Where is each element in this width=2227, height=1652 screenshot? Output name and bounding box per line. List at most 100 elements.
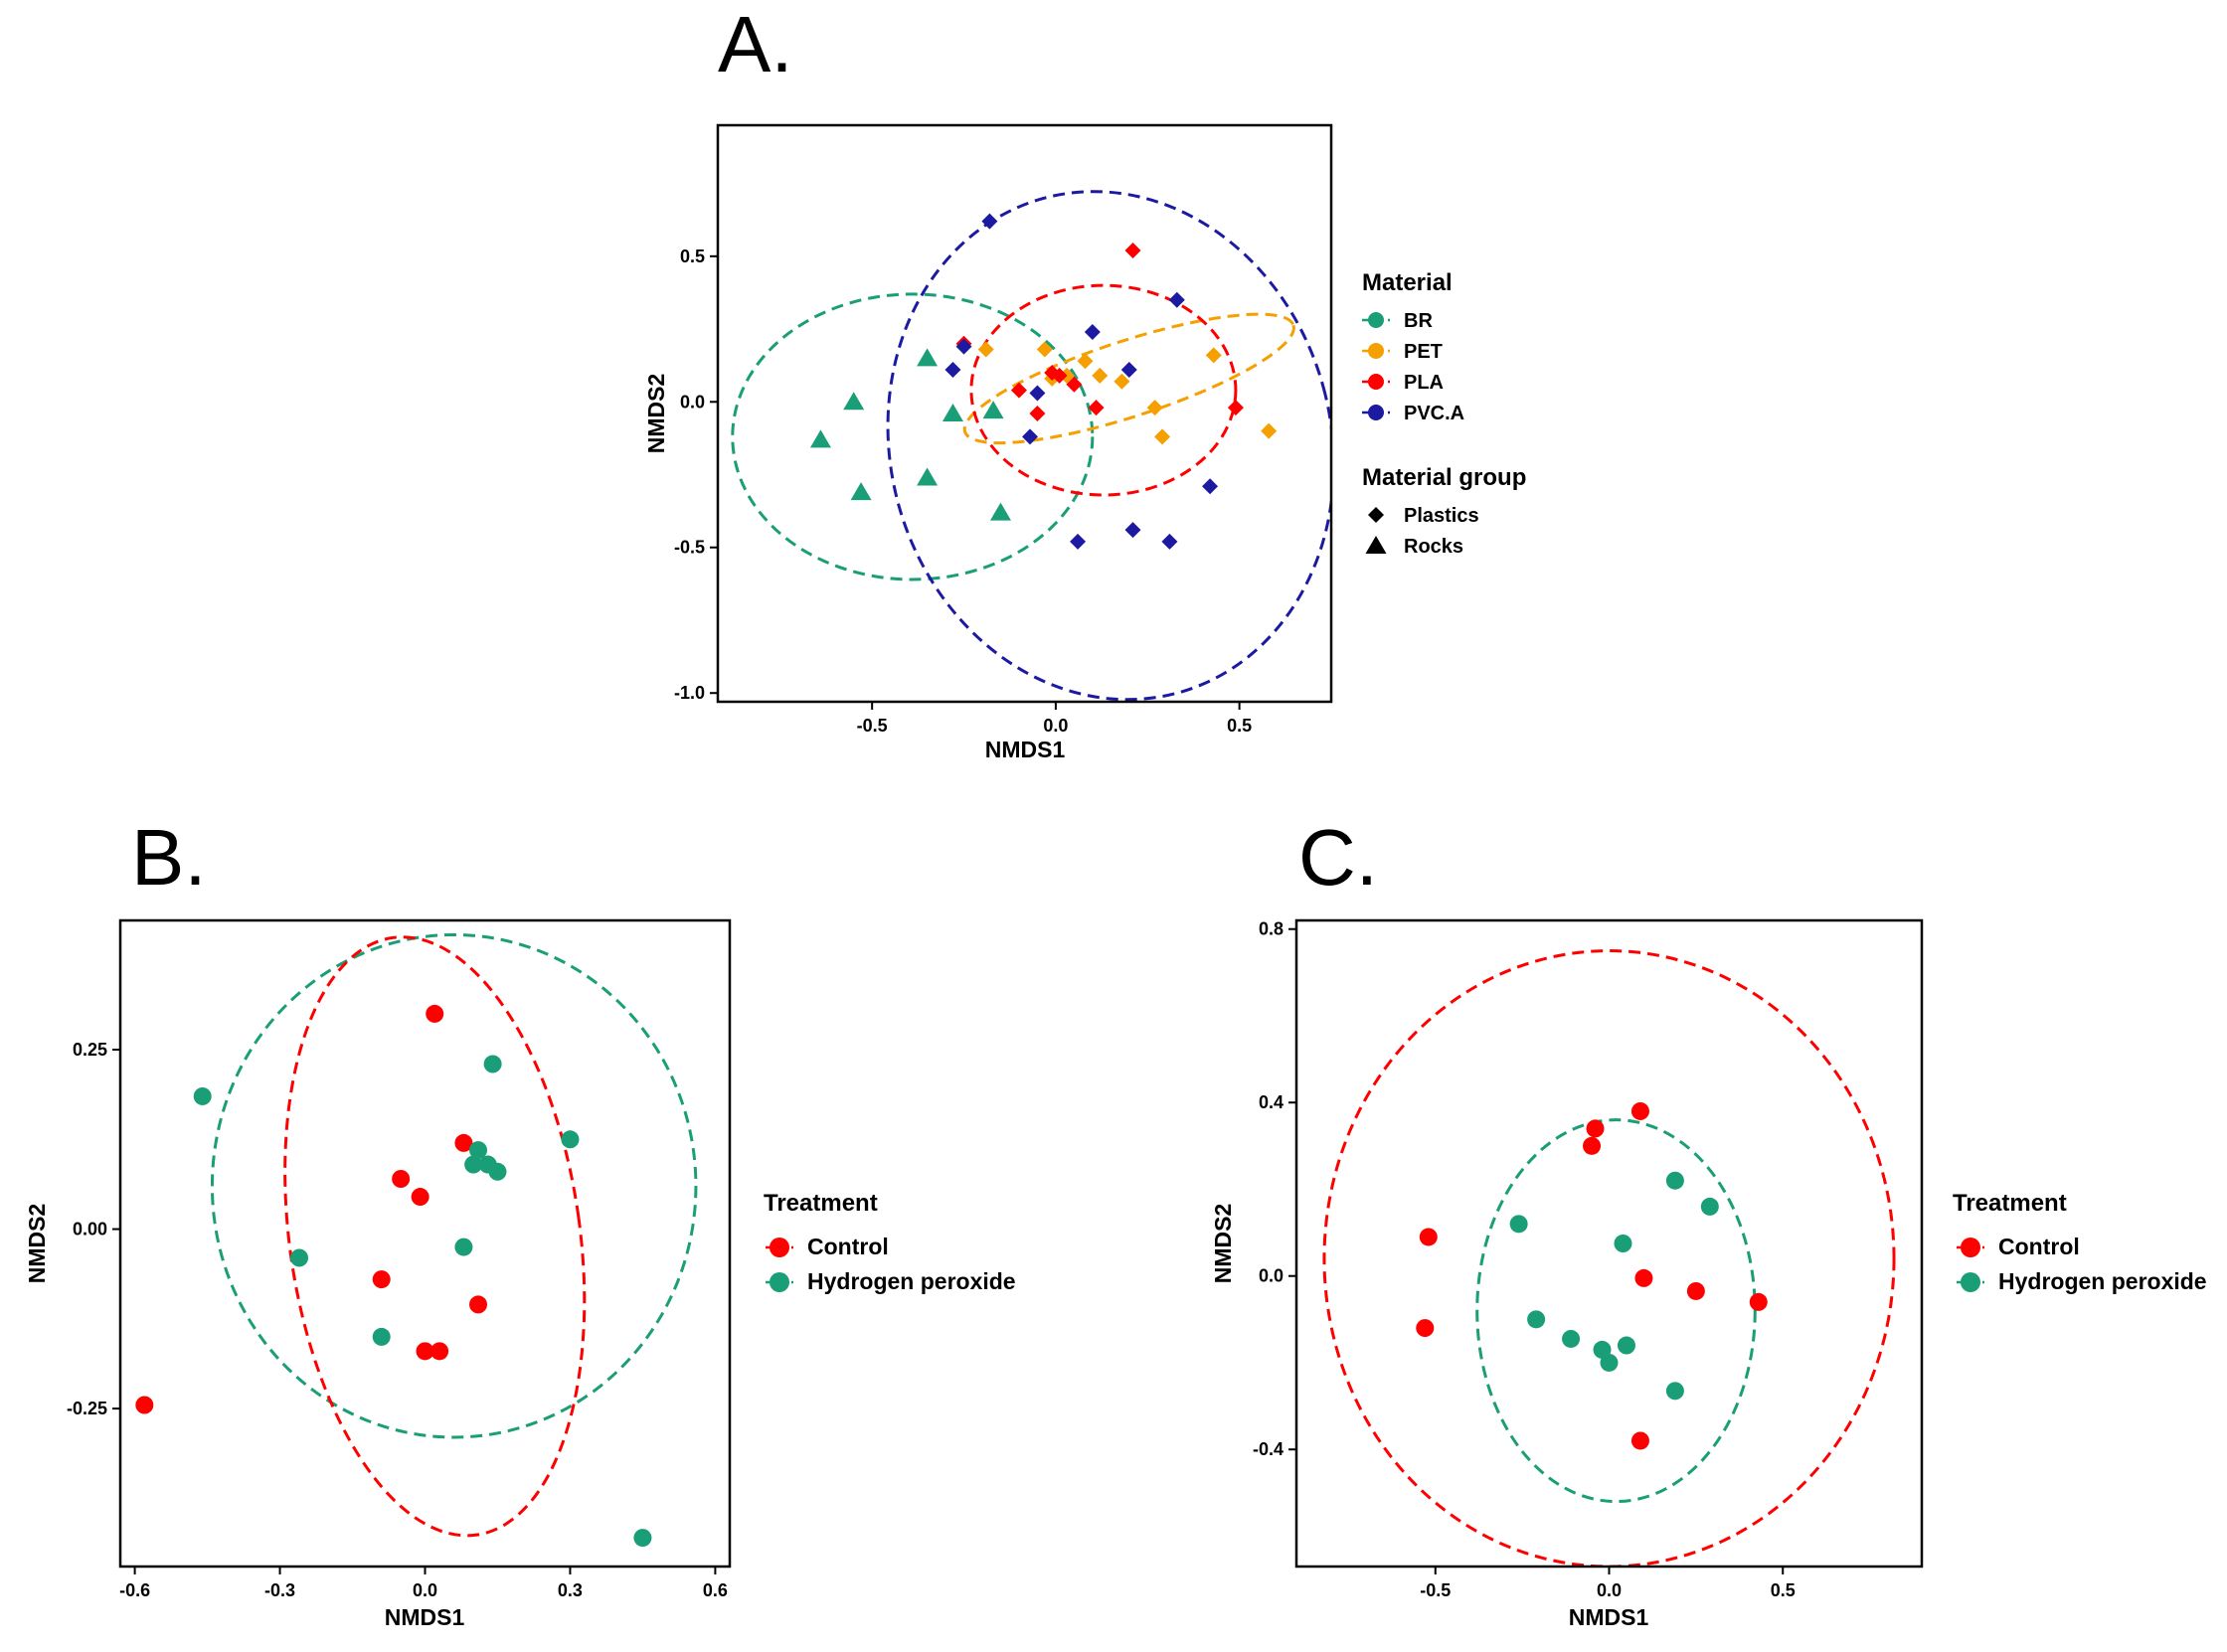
panel-a-x-tick-label: -0.5 — [857, 716, 888, 736]
panel-c-point-hydrogen-peroxide — [1509, 1215, 1528, 1234]
legend-key-br — [1368, 312, 1384, 328]
panel-b-point-hydrogen-peroxide — [193, 1086, 212, 1105]
panel-a-point-pla — [1066, 376, 1083, 393]
panel-c-legend: Treatment Control Hydrogen peroxide — [1953, 1190, 2207, 1294]
panel-c-point-hydrogen-peroxide — [1617, 1336, 1635, 1355]
panel-a-point-pvc-a — [1022, 428, 1039, 445]
panel-a-point-br — [809, 429, 831, 448]
panel-b-x-tick-label: 0.3 — [558, 1580, 583, 1600]
panel-c-point-control — [1634, 1268, 1653, 1287]
panel-a-point-pet — [977, 341, 994, 358]
panel-b-y-tick-label: 0.00 — [73, 1220, 107, 1239]
legend-key-plastics — [1368, 507, 1384, 523]
panel-a-legend: Material BR PET PLA PVC.A Material group Pl… — [1362, 269, 1526, 558]
panel-b-point-hydrogen-peroxide — [561, 1130, 580, 1149]
panel-b-ellipse-hydrogen-peroxide — [210, 932, 698, 1439]
panel-b-point-control — [454, 1133, 473, 1152]
legend-label-control: Control — [1998, 1234, 2080, 1259]
panel-c-point-control — [1630, 1431, 1649, 1450]
panel-c-ellipse-control — [1322, 949, 1896, 1567]
panel-a-point-br — [989, 502, 1011, 521]
panel-b-point-hydrogen-peroxide — [633, 1529, 652, 1548]
panel-a-y-tick-label: 0.5 — [680, 247, 705, 266]
panel-c-point-control — [1583, 1136, 1602, 1155]
panel-c-point-control — [1749, 1292, 1768, 1311]
panel-b-x-tick-label: 0.0 — [413, 1580, 437, 1600]
panel-a-point-pvc-a — [944, 362, 961, 379]
panel-b-point-control — [426, 1004, 444, 1023]
panel-a-point-pvc-a — [1084, 323, 1101, 340]
panel-b-point-hydrogen-peroxide — [488, 1162, 507, 1181]
panel-c-y-tick-label: -0.4 — [1253, 1439, 1284, 1459]
panel-c-point-hydrogen-peroxide — [1562, 1329, 1581, 1348]
panel-b-point-hydrogen-peroxide — [372, 1327, 391, 1346]
legend-label-pvc-a: PVC.A — [1404, 403, 1464, 424]
panel-a-point-pet — [1114, 373, 1130, 390]
panel-b-point-hydrogen-peroxide — [290, 1248, 309, 1267]
panel-a-point-pvc-a — [1168, 291, 1185, 308]
panel-b-point-control — [416, 1342, 434, 1361]
panel-b-point-control — [372, 1270, 391, 1289]
legend-title-material-group: Material group — [1362, 464, 1526, 491]
panel-a-point-pla — [1029, 406, 1046, 421]
panel-c-point-control — [1419, 1228, 1438, 1246]
panel-c-y-tick-label: 0.8 — [1259, 919, 1284, 939]
panel-c-point-control — [1630, 1101, 1649, 1120]
panel-a-point-br — [917, 348, 939, 367]
panel-a-point-pvc-a — [1070, 533, 1087, 550]
panel-c-label: C. — [1298, 813, 1378, 902]
panel-a-point-pvc-a — [1120, 362, 1137, 379]
panel-a-point-pvc-a — [981, 213, 998, 230]
legend-label-hydrogen-peroxide: Hydrogen peroxide — [1998, 1268, 2207, 1294]
panel-a-point-br — [843, 392, 865, 411]
panel-c-x-tick-label: -0.5 — [1420, 1580, 1451, 1600]
panel-a-point-br — [942, 404, 963, 421]
legend-key-control — [1961, 1238, 1980, 1257]
panel-c-y-tick-label: 0.4 — [1259, 1092, 1284, 1112]
legend-key-pvc-a — [1368, 405, 1384, 420]
panel-a-point-br — [917, 467, 939, 486]
panel-a-point-pet — [1205, 347, 1222, 364]
panel-c-point-control — [1686, 1281, 1705, 1300]
panel-a-x-tick-label: 0.5 — [1227, 716, 1252, 736]
panel-c-x-axis-label: NMDS1 — [1569, 1604, 1649, 1630]
panel-b-x-tick-label: -0.6 — [119, 1580, 150, 1600]
panel-b-point-hydrogen-peroxide — [469, 1141, 488, 1160]
panel-c-point-hydrogen-peroxide — [1665, 1382, 1684, 1401]
panel-a-point-br — [850, 482, 872, 501]
panel-c-plot-frame — [1294, 918, 1924, 1569]
panel-a-y-axis-label: NMDS2 — [643, 374, 669, 454]
panel-b-y-tick-label: 0.25 — [73, 1040, 107, 1060]
panel-b-label: B. — [131, 813, 207, 902]
panel-c-point-control — [1416, 1319, 1435, 1338]
legend-key-pla — [1368, 374, 1384, 390]
panel-a-point-pla — [1227, 400, 1244, 416]
panel-a-x-tick-label: 0.0 — [1043, 716, 1068, 736]
panel-b-point-control — [135, 1396, 154, 1414]
panel-a-point-br — [982, 401, 1004, 419]
panel-c-x-tick-label: 0.0 — [1597, 1580, 1622, 1600]
panel-b: B. -0.6 -0.3 0.0 0.3 0.6-0.250.000.25 NMDS1 … — [24, 813, 1016, 1630]
panel-a-point-pet — [1077, 353, 1094, 370]
panel-a-point-pla — [1010, 382, 1027, 399]
panel-c-ellipse-hydrogen-peroxide — [1475, 1118, 1757, 1504]
panel-a: A. -0.5 0.0 0.5-1.0-0.50.00.5 NMDS1 NMDS2 … — [643, 0, 1526, 762]
panel-a-point-pet — [1036, 341, 1053, 358]
panel-a-point-pvc-a — [1124, 522, 1141, 539]
panel-a-point-pet — [1092, 367, 1109, 384]
panel-a-point-pet — [1146, 400, 1163, 416]
panel-a-ellipse-pla — [969, 283, 1238, 497]
legend-title-treatment-b: Treatment — [764, 1190, 878, 1217]
panel-c-x-tick-label: 0.5 — [1771, 1580, 1796, 1600]
legend-label-control: Control — [807, 1234, 889, 1259]
panel-c-point-hydrogen-peroxide — [1665, 1171, 1684, 1190]
panel-a-plot-frame — [716, 123, 1333, 704]
panel-a-x-axis-label: NMDS1 — [985, 737, 1066, 762]
panel-a-ellipse-br — [731, 292, 1095, 581]
legend-key-hydrogen-peroxide — [1961, 1272, 1980, 1292]
panel-b-point-control — [430, 1342, 449, 1361]
panel-b-point-hydrogen-peroxide — [464, 1155, 483, 1174]
panel-b-point-control — [392, 1170, 411, 1188]
panel-c-y-tick-label: 0.0 — [1259, 1266, 1284, 1286]
panel-a-y-tick-label: -1.0 — [674, 683, 705, 703]
